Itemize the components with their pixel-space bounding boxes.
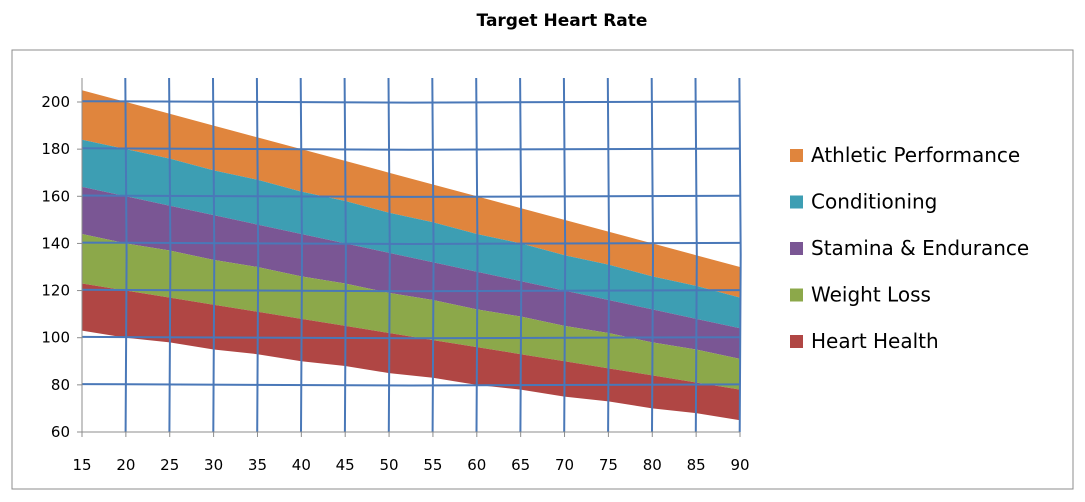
gridline-x-75 — [606, 77, 611, 433]
gridline-y-100 — [81, 335, 741, 340]
x-tick-label: 40 — [292, 456, 311, 474]
gridline-x-70 — [562, 77, 567, 433]
legend-label-athletic-performance: Athletic Performance — [811, 143, 1020, 167]
x-tick-label: 35 — [248, 456, 267, 474]
legend-label-weight-loss: Weight Loss — [811, 283, 931, 307]
legend-label-stamina-endurance: Stamina & Endurance — [811, 236, 1029, 260]
legend-swatch-weight-loss — [790, 288, 803, 302]
x-tick-label: 75 — [599, 456, 618, 474]
gridline-x-25 — [168, 77, 172, 433]
legend-swatch-stamina-endurance — [790, 242, 803, 255]
band-athletic-performance — [82, 90, 740, 298]
x-tick-label: 70 — [555, 456, 574, 474]
gridline-x-30 — [212, 77, 216, 433]
axis-layer: 60 80 100 120 140 160 180 200 15 20 25 30 35 40 45 50 55… — [41, 78, 750, 474]
gridline-y-140 — [81, 241, 741, 246]
band-conditioning — [82, 139, 740, 329]
grid-layer — [81, 77, 742, 433]
band-weight-loss — [82, 234, 740, 390]
gridline-y-120 — [81, 288, 741, 293]
x-tick-label: 55 — [423, 456, 442, 474]
legend-swatch-athletic-performance — [790, 149, 803, 162]
x-tick-label: 25 — [160, 456, 179, 474]
gridline-x-55 — [431, 77, 435, 433]
gridline-x-65 — [519, 77, 523, 433]
gridline-y-80 — [81, 383, 741, 387]
gridline-x-35 — [255, 77, 260, 433]
y-tick-label: 80 — [51, 376, 70, 394]
legend-label-heart-health: Heart Health — [811, 329, 939, 353]
x-tick-label: 30 — [204, 456, 223, 474]
x-tick-label: 80 — [643, 456, 662, 474]
x-tick-label: 50 — [380, 456, 399, 474]
y-tick-label: 180 — [41, 140, 70, 158]
x-tick-label: 85 — [687, 456, 706, 474]
chart-title: Target Heart Rate — [477, 11, 648, 31]
gridline-y-200 — [81, 100, 741, 104]
bands-layer — [82, 90, 740, 421]
x-tick-label: 15 — [72, 456, 91, 474]
x-tick-label: 90 — [730, 456, 749, 474]
legend: Athletic Performance Conditioning Stamina … — [790, 143, 1029, 353]
y-tick-label: 200 — [41, 93, 70, 111]
legend-swatch-conditioning — [790, 195, 803, 209]
y-tick-label: 160 — [41, 187, 70, 205]
gridline-y-160 — [81, 194, 741, 198]
gridline-x-80 — [650, 77, 655, 433]
gridline-y-180 — [81, 147, 741, 151]
y-tick-label: 120 — [41, 282, 70, 300]
gridline-x-90 — [738, 77, 742, 433]
gridline-x-45 — [343, 77, 347, 433]
legend-label-conditioning: Conditioning — [811, 190, 937, 214]
y-tick-label: 140 — [41, 234, 70, 252]
x-tick-label: 20 — [116, 456, 135, 474]
band-stamina-endurance — [82, 186, 740, 359]
legend-swatch-heart-health — [790, 335, 803, 348]
band-heart-health — [82, 283, 740, 421]
y-tick-label: 60 — [51, 423, 70, 441]
gridline-x-40 — [299, 77, 304, 433]
x-tick-label: 65 — [511, 456, 530, 474]
x-tick-label: 45 — [336, 456, 355, 474]
x-tick-label: 60 — [467, 456, 486, 474]
y-tick-label: 100 — [41, 329, 70, 347]
gridline-x-20 — [124, 77, 128, 433]
gridline-x-50 — [387, 77, 391, 433]
gridline-x-60 — [475, 77, 479, 433]
gridline-x-85 — [694, 77, 698, 433]
